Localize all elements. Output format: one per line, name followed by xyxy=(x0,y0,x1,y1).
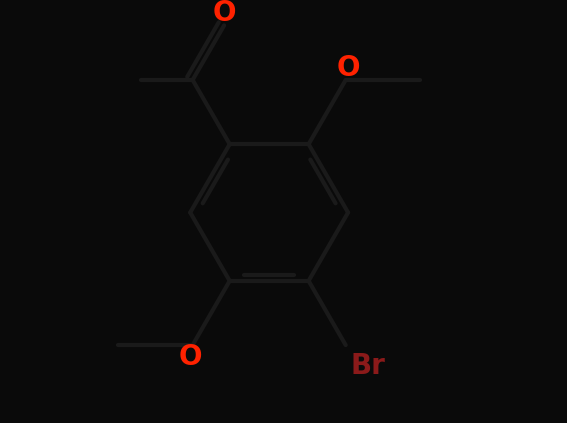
Text: O: O xyxy=(213,0,236,27)
Text: Br: Br xyxy=(350,352,386,380)
Text: O: O xyxy=(336,54,360,82)
Text: O: O xyxy=(179,343,202,371)
